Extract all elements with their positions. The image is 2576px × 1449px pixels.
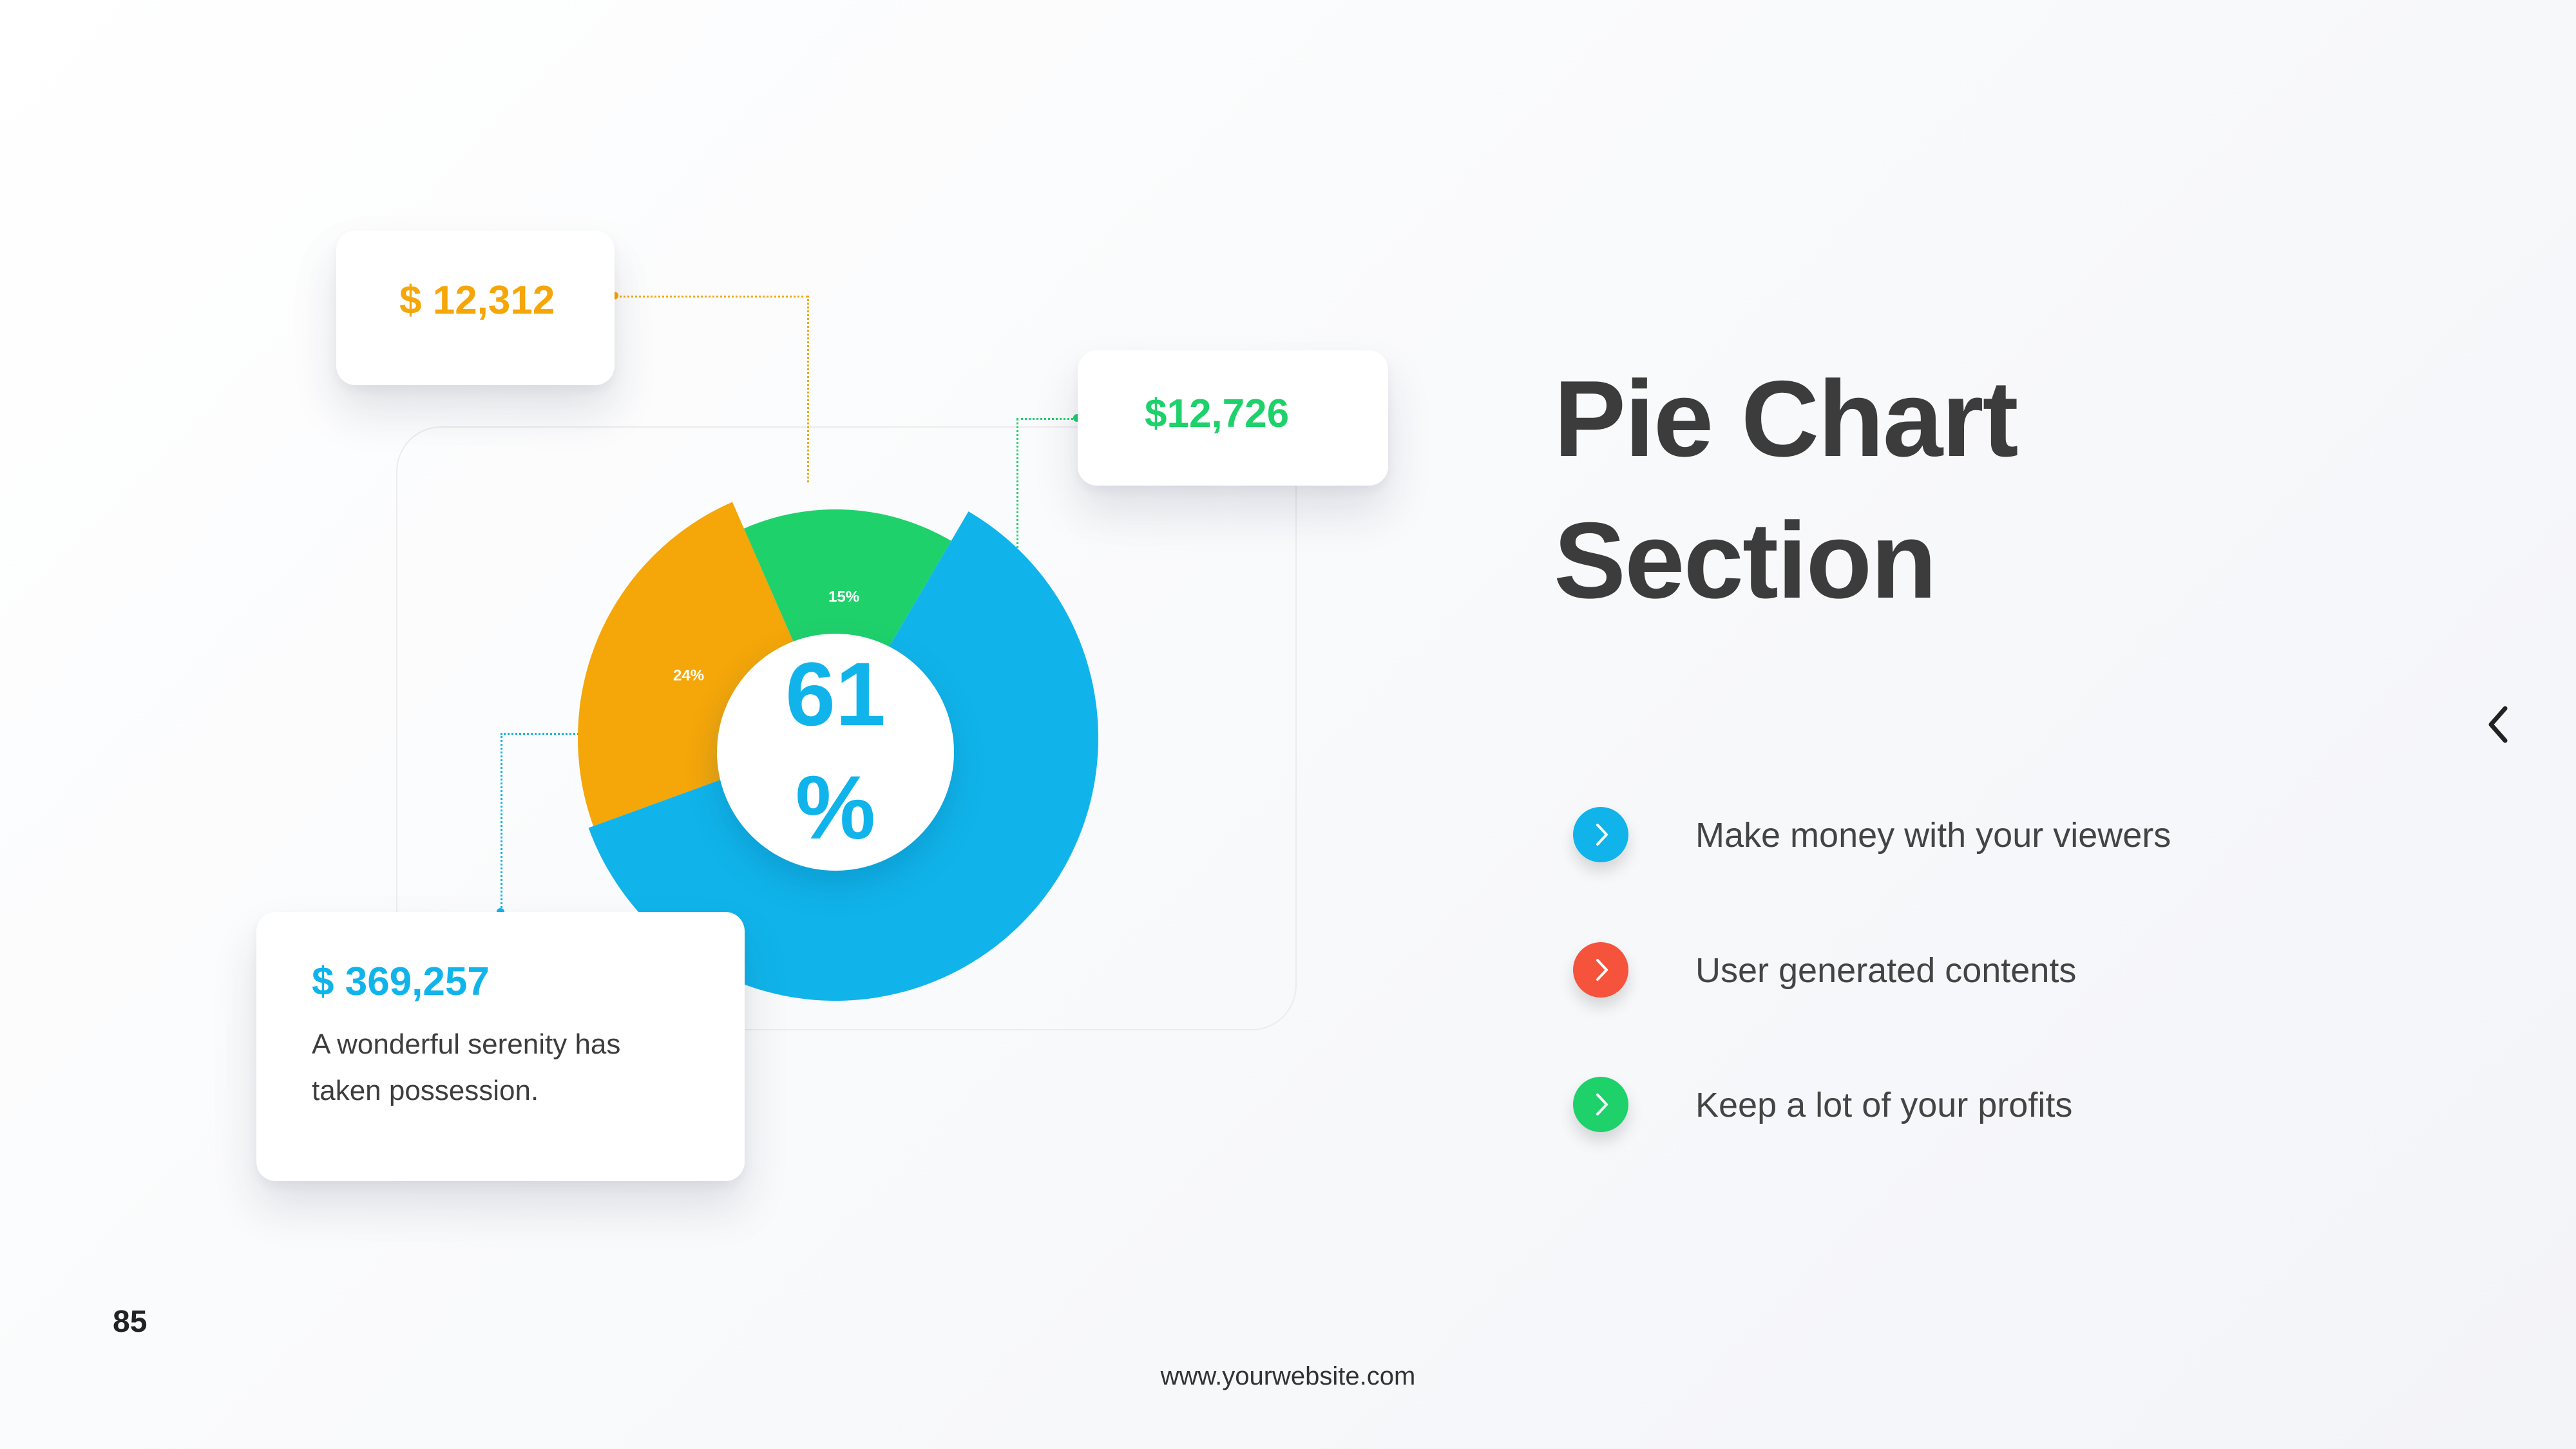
center-percent-sign: % (795, 757, 876, 858)
callout-value-green: $12,726 (1145, 392, 1290, 436)
callout-card-orange: $ 12,312 (336, 231, 615, 385)
bullet-text-1: Make money with your viewers (1695, 816, 2171, 855)
website-url[interactable]: www.yourwebsite.com (1160, 1362, 1416, 1390)
connector-green-h (1016, 418, 1078, 420)
page-number: 85 (113, 1305, 148, 1339)
connector-blue-v (501, 733, 502, 912)
callout-card-blue: $ 369,257 A wonderful serenity has taken… (256, 912, 745, 1181)
bullet-item-1: Make money with your viewers (1573, 807, 2346, 865)
bullet-item-2: User generated contents (1573, 942, 2346, 1000)
connector-orange-v (807, 296, 809, 482)
chart-frame (396, 426, 1297, 1030)
chevron-right-icon (1573, 807, 1628, 862)
chevron-right-icon (1573, 942, 1628, 998)
connector-blue-h (501, 733, 579, 735)
page-title: Pie Chart Section (1554, 348, 2262, 631)
title-line-2: Section (1554, 500, 1937, 621)
callout-description: A wonderful serenity has taken possessio… (312, 1021, 620, 1114)
title-line-1: Pie Chart (1554, 358, 2019, 479)
donut-center (717, 634, 954, 871)
chevron-right-icon (1573, 1077, 1628, 1132)
callout-description-line1: A wonderful serenity has (312, 1028, 621, 1060)
bullet-text-2: User generated contents (1695, 951, 2077, 990)
center-percent-label: 61 % (717, 638, 954, 864)
connector-orange-h (615, 296, 808, 298)
callout-value-orange: $ 12,312 (399, 278, 555, 323)
callout-description-line2: taken possession. (312, 1075, 539, 1106)
bullet-item-3: Keep a lot of your profits (1573, 1077, 2346, 1135)
chevron-left-icon[interactable] (2483, 702, 2515, 747)
callout-value-blue: $ 369,257 (312, 960, 490, 1004)
callout-card-green: $12,726 (1078, 350, 1388, 486)
center-value: 61 (785, 643, 886, 744)
connector-green-v (1016, 418, 1018, 553)
bullet-text-3: Keep a lot of your profits (1695, 1086, 2073, 1124)
